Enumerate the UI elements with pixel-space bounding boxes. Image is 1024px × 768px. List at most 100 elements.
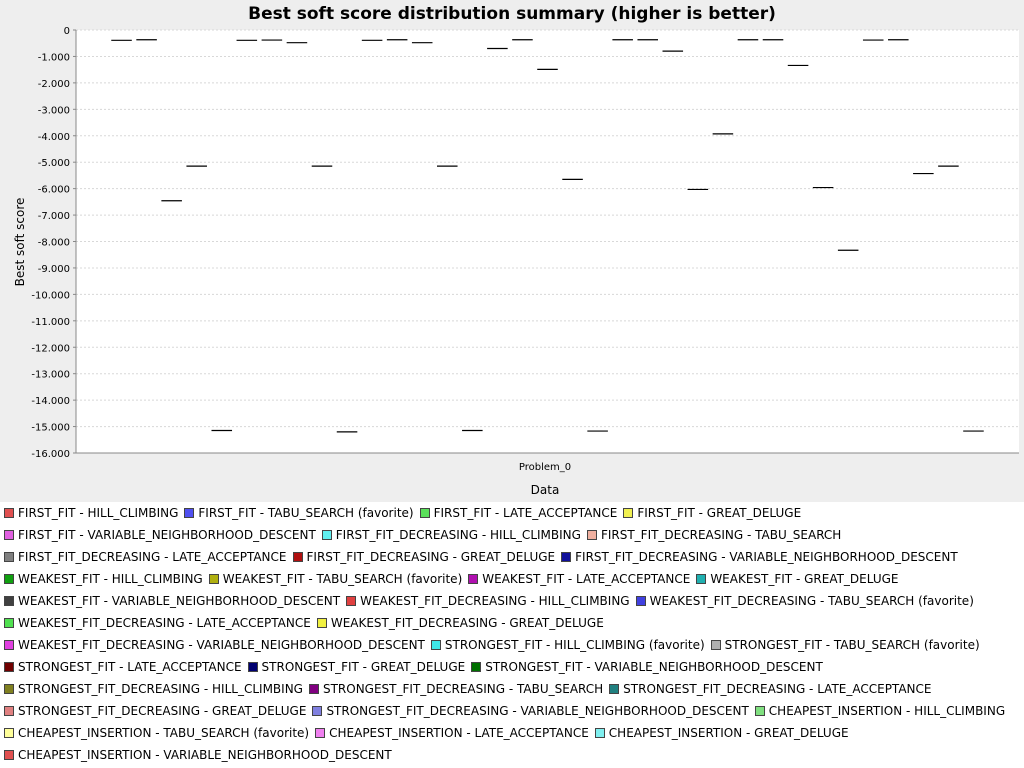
legend-row: WEAKEST_FIT - HILL_CLIMBING WEAKEST_FIT -… <box>4 568 905 590</box>
y-tick-label: -13.000 <box>31 370 70 381</box>
legend-item: WEAKEST_FIT - LATE_ACCEPTANCE <box>468 568 690 590</box>
legend-swatch <box>316 618 327 628</box>
legend-label: WEAKEST_FIT_DECREASING - TABU_SEARCH (fa… <box>649 594 974 608</box>
legend-label: STRONGEST_FIT - GREAT_DELUGE <box>261 660 466 674</box>
legend-label: FIRST_FIT_DECREASING - LATE_ACCEPTANCE <box>18 550 287 564</box>
y-tick-label: 0 <box>64 26 70 37</box>
legend-label: STRONGEST_FIT_DECREASING - LATE_ACCEPTAN… <box>623 682 932 696</box>
y-tick-label: -8.000 <box>38 238 70 249</box>
y-tick-label: -12.000 <box>31 343 70 354</box>
legend-item: STRONGEST_FIT - HILL_CLIMBING (favorite) <box>430 634 705 656</box>
legend-swatch <box>609 684 620 694</box>
legend-label: FIRST_FIT_DECREASING - TABU_SEARCH <box>600 528 842 542</box>
y-tick-label: -4.000 <box>38 132 70 143</box>
legend-item: CHEAPEST_INSERTION - VARIABLE_NEIGHBORHO… <box>4 744 392 766</box>
legend-label: WEAKEST_FIT_DECREASING - HILL_CLIMBING <box>360 594 630 608</box>
y-tick-label: -6.000 <box>38 185 70 196</box>
legend-swatch <box>4 618 14 628</box>
legend-label: FIRST_FIT - GREAT_DELUGE <box>637 506 802 520</box>
y-tick-label: -1.000 <box>38 52 70 63</box>
y-tick-label: -16.000 <box>31 449 70 460</box>
legend-swatch <box>4 684 14 694</box>
legend-item: FIRST_FIT - LATE_ACCEPTANCE <box>419 502 618 524</box>
legend-swatch <box>315 728 326 738</box>
y-tick-label: -15.000 <box>31 423 70 434</box>
legend-label: WEAKEST_FIT_DECREASING - LATE_ACCEPTANCE <box>18 616 311 630</box>
legend-item: WEAKEST_FIT_DECREASING - GREAT_DELUGE <box>316 612 604 634</box>
legend-row: FIRST_FIT - HILL_CLIMBING FIRST_FIT - TAB… <box>4 502 807 524</box>
legend-swatch <box>710 640 721 650</box>
y-tick-label: -7.000 <box>38 211 70 222</box>
legend-label: FIRST_FIT - HILL_CLIMBING <box>18 506 179 520</box>
legend-swatch <box>4 596 14 606</box>
legend-label: WEAKEST_FIT - HILL_CLIMBING <box>18 572 203 586</box>
legend-swatch <box>312 706 323 716</box>
legend-row: STRONGEST_FIT_DECREASING - GREAT_DELUGE S… <box>4 700 1011 722</box>
legend-item: CHEAPEST_INSERTION - LATE_ACCEPTANCE <box>315 722 589 744</box>
legend-swatch <box>586 530 597 540</box>
legend-row: FIRST_FIT - VARIABLE_NEIGHBORHOOD_DESCEN… <box>4 524 847 546</box>
legend-label: FIRST_FIT_DECREASING - GREAT_DELUGE <box>306 550 556 564</box>
legend-item: WEAKEST_FIT - GREAT_DELUGE <box>696 568 899 590</box>
legend-item: FIRST_FIT - GREAT_DELUGE <box>623 502 801 524</box>
legend-item: STRONGEST_FIT_DECREASING - HILL_CLIMBING <box>4 678 303 700</box>
y-tick-label: -2.000 <box>38 79 70 90</box>
legend-row: STRONGEST_FIT_DECREASING - HILL_CLIMBING… <box>4 678 937 700</box>
legend-item: CHEAPEST_INSERTION - GREAT_DELUGE <box>594 722 849 744</box>
legend-swatch <box>430 640 441 650</box>
legend-swatch <box>346 596 357 606</box>
legend-item: WEAKEST_FIT_DECREASING - LATE_ACCEPTANCE <box>4 612 311 634</box>
legend-item: FIRST_FIT_DECREASING - TABU_SEARCH <box>586 524 842 546</box>
legend-item: STRONGEST_FIT - LATE_ACCEPTANCE <box>4 656 242 678</box>
legend-row: WEAKEST_FIT_DECREASING - LATE_ACCEPTANCE… <box>4 612 610 634</box>
y-tick-label: -5.000 <box>38 158 70 169</box>
legend-swatch <box>419 508 430 518</box>
legend-item: WEAKEST_FIT_DECREASING - HILL_CLIMBING <box>346 590 630 612</box>
legend-label: STRONGEST_FIT_DECREASING - HILL_CLIMBING <box>18 682 303 696</box>
legend-item: WEAKEST_FIT_DECREASING - TABU_SEARCH (fa… <box>635 590 974 612</box>
y-tick-label: -10.000 <box>31 290 70 301</box>
legend-label: FIRST_FIT - VARIABLE_NEIGHBORHOOD_DESCEN… <box>18 528 316 542</box>
legend-label: STRONGEST_FIT - TABU_SEARCH (favorite) <box>724 638 980 652</box>
legend-item: CHEAPEST_INSERTION - TABU_SEARCH (favori… <box>4 722 309 744</box>
legend-label: WEAKEST_FIT - GREAT_DELUGE <box>710 572 899 586</box>
legend-row: FIRST_FIT_DECREASING - LATE_ACCEPTANCE FI… <box>4 546 964 568</box>
legend-swatch <box>696 574 707 584</box>
legend-item: WEAKEST_FIT - HILL_CLIMBING <box>4 568 203 590</box>
y-axis-ticks: 0 -1.000 -2.000 -3.000 -4.000 -5.000 -6.000 -7.… <box>31 26 76 460</box>
legend-row: CHEAPEST_INSERTION - VARIABLE_NEIGHBORHO… <box>4 744 398 766</box>
legend-item: FIRST_FIT_DECREASING - GREAT_DELUGE <box>292 546 556 568</box>
legend-swatch <box>623 508 634 518</box>
legend-item: WEAKEST_FIT_DECREASING - VARIABLE_NEIGHB… <box>4 634 425 656</box>
legend-label: STRONGEST_FIT - LATE_ACCEPTANCE <box>18 660 242 674</box>
legend-label: STRONGEST_FIT_DECREASING - VARIABLE_NEIG… <box>326 704 749 718</box>
y-axis-label: Best soft score <box>13 198 27 287</box>
legend-label: FIRST_FIT - TABU_SEARCH (favorite) <box>198 506 414 520</box>
y-tick-label: -9.000 <box>38 264 70 275</box>
legend-swatch <box>561 552 572 562</box>
legend-item: FIRST_FIT - TABU_SEARCH (favorite) <box>184 502 414 524</box>
legend-swatch <box>308 684 319 694</box>
legend-swatch <box>468 574 479 584</box>
legend-label: CHEAPEST_INSERTION - GREAT_DELUGE <box>608 726 849 740</box>
y-tick-label: -11.000 <box>31 317 70 328</box>
legend-label: FIRST_FIT - LATE_ACCEPTANCE <box>433 506 618 520</box>
legend-label: STRONGEST_FIT - HILL_CLIMBING (favorite) <box>444 638 705 652</box>
legend-swatch <box>184 508 195 518</box>
legend-row: STRONGEST_FIT - LATE_ACCEPTANCE STRONGEST… <box>4 656 829 678</box>
legend-swatch <box>4 508 14 518</box>
legend-swatch <box>4 552 14 562</box>
legend-label: STRONGEST_FIT_DECREASING - TABU_SEARCH <box>322 682 604 696</box>
legend-item: FIRST_FIT - HILL_CLIMBING <box>4 502 178 524</box>
legend-item: FIRST_FIT - VARIABLE_NEIGHBORHOOD_DESCEN… <box>4 524 316 546</box>
legend-swatch <box>471 662 482 672</box>
legend-swatch <box>754 706 765 716</box>
legend-item: FIRST_FIT_DECREASING - HILL_CLIMBING <box>321 524 581 546</box>
legend-item: STRONGEST_FIT_DECREASING - VARIABLE_NEIG… <box>312 700 749 722</box>
legend-row: WEAKEST_FIT_DECREASING - VARIABLE_NEIGHB… <box>4 634 986 656</box>
legend-swatch <box>4 574 14 584</box>
legend-item: WEAKEST_FIT - TABU_SEARCH (favorite) <box>208 568 462 590</box>
legend-swatch <box>4 706 14 716</box>
legend-swatch <box>208 574 219 584</box>
chart: 0 -1.000 -2.000 -3.000 -4.000 -5.000 -6.000 -7.… <box>13 4 1019 497</box>
